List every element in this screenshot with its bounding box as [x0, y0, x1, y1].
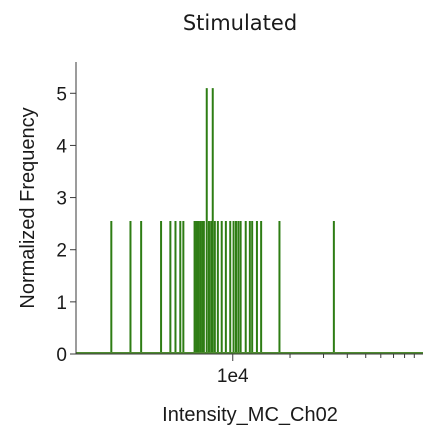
y-tick-label: 5 [56, 84, 67, 105]
y-tick-label: 0 [56, 345, 67, 366]
chart-title: Stimulated [183, 11, 297, 35]
y-tick-label: 4 [56, 136, 67, 157]
x-tick-label: 1e4 [217, 366, 249, 387]
y-tick-label: 2 [56, 241, 67, 262]
y-axis-ticks: 0 1 2 3 4 5 [56, 84, 76, 366]
y-tick-label: 3 [56, 189, 67, 210]
x-axis-ticks: 1e4 [217, 354, 415, 387]
y-tick-label: 1 [56, 293, 67, 314]
histogram-bars [110, 88, 335, 354]
y-axis-label: Normalized Frequency [17, 107, 39, 308]
x-axis-label: Intensity_MC_Ch02 [162, 404, 338, 426]
